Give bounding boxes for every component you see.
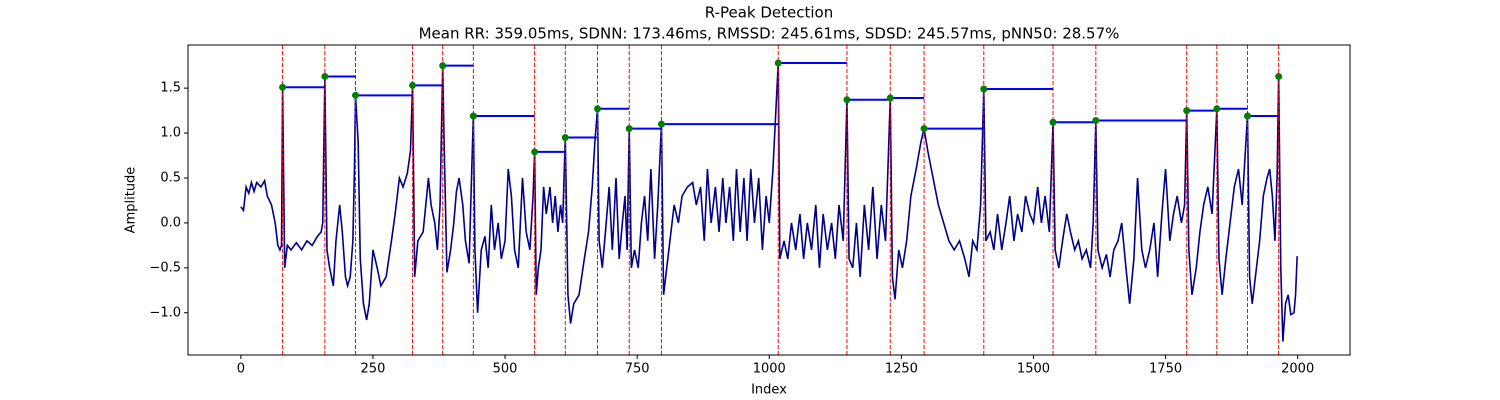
y-tick-label: 1.5 <box>160 81 181 96</box>
peak-point <box>561 134 569 142</box>
peak-point <box>980 85 988 93</box>
peak-point <box>352 91 360 99</box>
peak-point <box>920 125 928 133</box>
peak-point <box>657 120 665 128</box>
peak-point <box>439 62 447 70</box>
x-tick-label: 1000 <box>753 362 786 377</box>
plot-frame <box>187 44 1351 356</box>
peak-point <box>1183 107 1191 115</box>
chart-title: R-Peak Detection <box>705 4 833 22</box>
peak-point <box>774 59 782 67</box>
peak-point <box>886 94 894 102</box>
x-tick-label: 1750 <box>1149 362 1182 377</box>
signal-line <box>240 62 1298 342</box>
x-tick-label: 0 <box>237 362 245 377</box>
y-axis-label: Amplitude <box>124 167 139 234</box>
peak-point <box>1092 116 1100 124</box>
peak-point <box>1243 112 1251 120</box>
peak-point <box>625 125 633 133</box>
x-tick-label: 1250 <box>885 362 918 377</box>
x-tick-label: 500 <box>493 362 518 377</box>
y-tick-label: 0.5 <box>160 170 181 185</box>
peak-point <box>594 105 602 113</box>
y-tick-label: 1.0 <box>160 126 181 141</box>
peak-point <box>1275 72 1283 80</box>
peak-point <box>279 83 287 91</box>
peak-point <box>469 112 477 120</box>
peak-point <box>843 96 851 104</box>
chart-subtitle: Mean RR: 359.05ms, SDNN: 173.46ms, RMSSD… <box>419 25 1120 43</box>
x-axis-label: Index <box>751 383 787 398</box>
y-tick-label: −0.5 <box>149 260 181 275</box>
y-tick-label: −1.0 <box>149 305 181 320</box>
peak-point <box>1213 105 1221 113</box>
peak-point <box>409 81 417 89</box>
peak-point <box>1049 118 1057 126</box>
x-tick-label: 2000 <box>1281 362 1314 377</box>
peak-point <box>531 148 539 156</box>
x-tick-label: 750 <box>625 362 650 377</box>
x-tick-label: 1500 <box>1017 362 1050 377</box>
x-tick-label: 250 <box>361 362 386 377</box>
y-tick-label: 0.0 <box>160 215 181 230</box>
peak-point <box>321 72 329 80</box>
